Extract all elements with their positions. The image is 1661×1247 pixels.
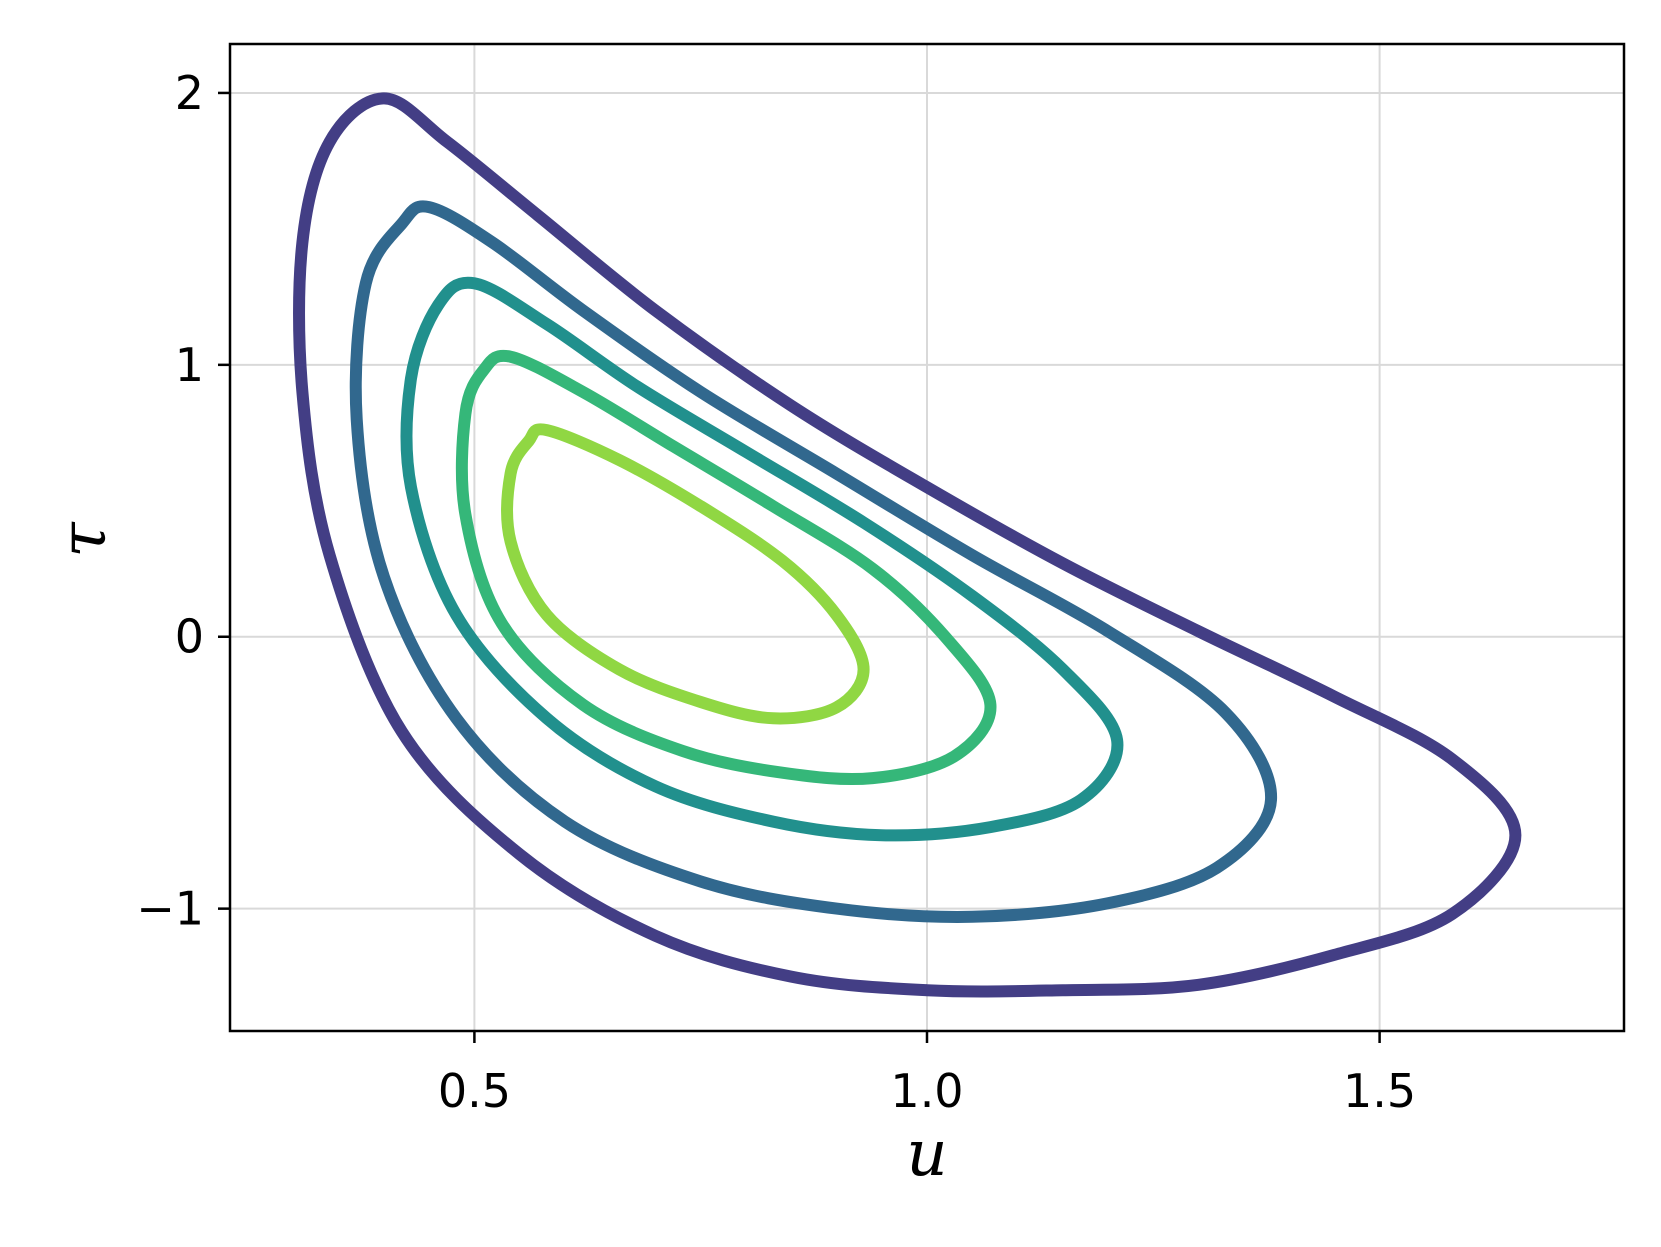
contour-line-1 (293, 92, 1522, 998)
x-axis-title: u (906, 1117, 947, 1191)
contour-line-4 (455, 349, 997, 786)
tick-layer: 0.5 1.0 1.5 −1 0 1 2 (136, 66, 1416, 1118)
x-tick-label: 1.0 (890, 1064, 963, 1118)
contour-line-3 (400, 276, 1124, 842)
y-tick-label: −1 (136, 882, 204, 936)
grid-layer (230, 44, 1624, 1031)
x-tick-label: 1.5 (1343, 1064, 1416, 1118)
contour-line-5 (501, 423, 870, 725)
y-tick-label: 2 (175, 66, 204, 120)
contour-line-2 (349, 200, 1278, 923)
y-axis-title: τ (47, 521, 121, 558)
x-tick-label: 0.5 (438, 1064, 511, 1118)
contour-layer (293, 92, 1522, 998)
y-tick-label: 0 (175, 610, 204, 664)
y-tick-label: 1 (175, 338, 204, 392)
